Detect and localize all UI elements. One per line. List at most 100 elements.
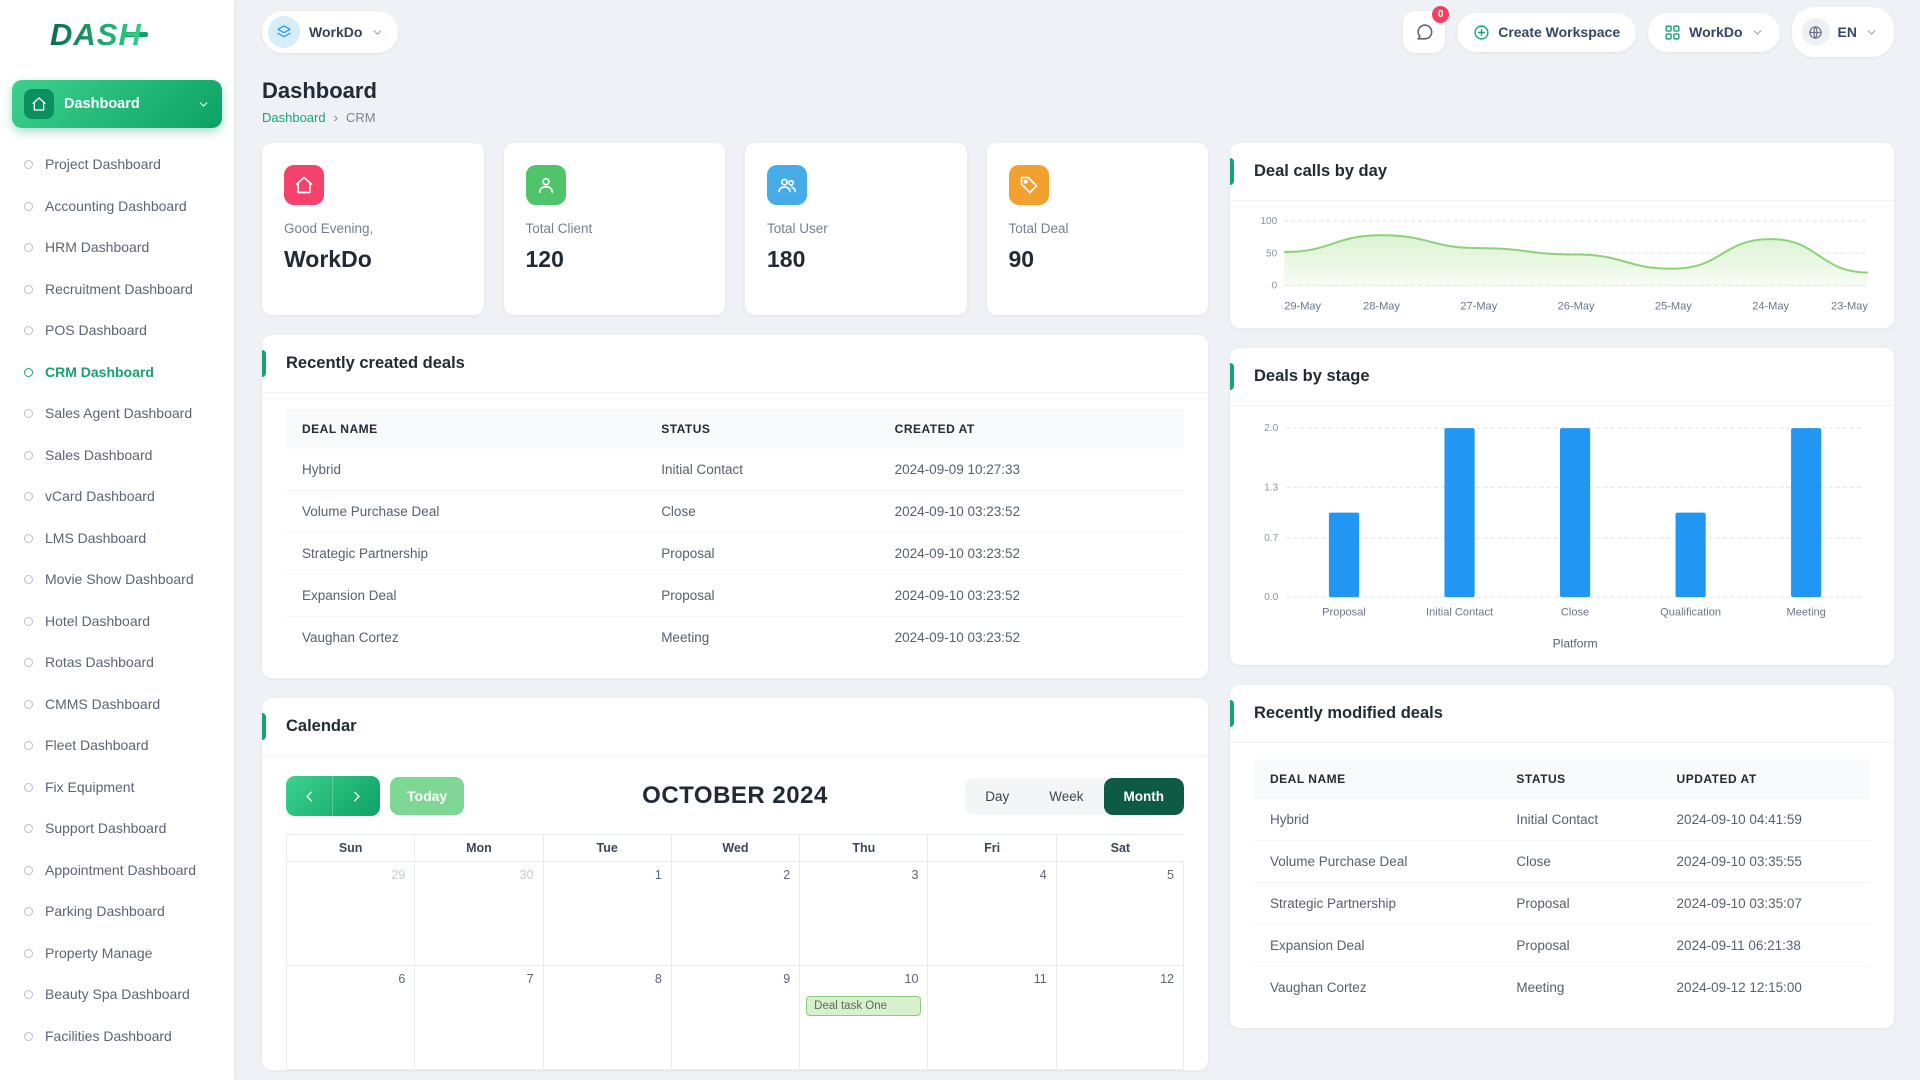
table-row: Expansion Deal Proposal 2024-09-11 06:21:3…: [1254, 924, 1870, 968]
chevron-down-icon: [1865, 26, 1878, 39]
sidebar-item-accounting-dashboard[interactable]: Accounting Dashboard: [14, 186, 228, 228]
sidebar-item-label: Recruitment Dashboard: [45, 280, 193, 297]
svg-text:Initial Contact: Initial Contact: [1426, 606, 1493, 618]
calendar-today-button[interactable]: Today: [390, 777, 465, 815]
breadcrumb: Dashboard › CRM: [262, 110, 1894, 125]
calendar-weekday: Fri: [927, 834, 1056, 862]
sidebar-item-recruitment-dashboard[interactable]: Recruitment Dashboard: [14, 269, 228, 311]
sidebar-item-dashboard[interactable]: Dashboard: [12, 80, 222, 128]
table-row: Volume Purchase Deal Close 2024-09-10 03:3…: [1254, 840, 1870, 884]
calendar-day-30[interactable]: 30: [414, 862, 543, 966]
sidebar-item-pos-dashboard[interactable]: POS Dashboard: [14, 310, 228, 352]
calendar-date-number: 9: [783, 972, 791, 986]
svg-text:28-May: 28-May: [1363, 301, 1400, 313]
sidebar-item-crm-dashboard[interactable]: CRM Dashboard: [14, 352, 228, 394]
left-column: Good Evening, WorkDo Total Client 120 Total …: [262, 143, 1208, 1070]
sidebar-item-project-dashboard[interactable]: Project Dashboard: [14, 144, 228, 186]
circle-icon: [24, 243, 33, 253]
calendar-prev-button[interactable]: [286, 776, 333, 816]
circle-icon: [24, 782, 33, 792]
calendar-day-11[interactable]: 11: [927, 966, 1056, 1070]
table-cell: 2024-09-10 03:35:55: [1660, 840, 1870, 884]
chat-icon: [1415, 23, 1434, 42]
sidebar-item-sales-agent-dashboard[interactable]: Sales Agent Dashboard: [14, 393, 228, 435]
calendar-day-8[interactable]: 8: [542, 966, 671, 1070]
sidebar-item-vcard-dashboard[interactable]: vCard Dashboard: [14, 476, 228, 518]
sidebar-item-label: Sales Agent Dashboard: [45, 405, 193, 421]
workspace-building-icon: [268, 16, 300, 48]
calendar-view-week[interactable]: Week: [1029, 778, 1103, 815]
calendar-day-9[interactable]: 9: [670, 966, 800, 1070]
create-workspace-button[interactable]: Create Workspace: [1457, 12, 1637, 52]
messages-badge: 0: [1432, 6, 1450, 23]
messages-button[interactable]: 0: [1403, 6, 1450, 53]
workspace-menu-button[interactable]: WorkDo: [1648, 12, 1780, 52]
svg-text:Platform: Platform: [1553, 636, 1598, 650]
sidebar-item-beauty-spa-dashboard[interactable]: Beauty Spa Dashboard: [14, 974, 228, 1016]
calendar-day-5[interactable]: 5: [1055, 862, 1184, 966]
circle-icon: [24, 533, 33, 543]
sidebar-item-fleet-dashboard[interactable]: Fleet Dashboard: [14, 725, 228, 767]
stat-value: WorkDo: [284, 246, 372, 272]
logo-text: DASH: [50, 17, 142, 52]
sidebar-dashboard-label: Dashboard: [64, 96, 140, 112]
card-header: Recently created deals: [262, 335, 1208, 393]
sidebar-item-appointment-dashboard[interactable]: Appointment Dashboard: [14, 850, 228, 892]
calendar-weekday: Thu: [799, 834, 928, 862]
card-title: Recently modified deals: [1254, 704, 1443, 723]
sidebar-item-movie-show-dashboard[interactable]: Movie Show Dashboard: [14, 559, 228, 601]
sidebar-item-hotel-dashboard[interactable]: Hotel Dashboard: [14, 601, 228, 643]
recently-created-table-wrap: DEAL NAME STATUS CREATED AT Hybrid Initial …: [262, 393, 1208, 678]
breadcrumb-dashboard-link[interactable]: Dashboard: [262, 110, 326, 125]
sidebar-item-facilities-dashboard[interactable]: Facilities Dashboard: [14, 1016, 228, 1058]
svg-text:24-May: 24-May: [1752, 301, 1789, 313]
table-cell: Expansion Deal: [286, 574, 646, 617]
svg-text:26-May: 26-May: [1558, 301, 1595, 313]
calendar-day-2[interactable]: 2: [670, 862, 800, 966]
calendar-event[interactable]: Deal task One: [806, 996, 922, 1016]
card-title: Deals by stage: [1254, 366, 1370, 385]
calendar-day-3[interactable]: 3: [799, 862, 928, 966]
sidebar-item-hrm-dashboard[interactable]: HRM Dashboard: [14, 227, 228, 269]
calendar-view-day[interactable]: Day: [965, 778, 1029, 815]
calendar-day-29[interactable]: 29: [286, 862, 415, 966]
sidebar-item-rotas-dashboard[interactable]: Rotas Dashboard: [14, 642, 228, 684]
calendar-view-month[interactable]: Month: [1103, 777, 1184, 815]
sidebar-item-sales-dashboard[interactable]: Sales Dashboard: [14, 435, 228, 477]
calendar-day-12[interactable]: 12: [1055, 966, 1184, 1070]
page-head: Dashboard Dashboard › CRM: [262, 78, 1894, 125]
calendar-toolbar: Today OCTOBER 2024 Day Week Month: [262, 756, 1208, 834]
calendar-grid: Sun Mon Tue Wed Thu Fri Sat 29 30 1 2 3 4 5 6 7 8 9 10 Deal…: [262, 834, 1208, 1070]
circle-icon: [24, 658, 33, 668]
calendar-day-1[interactable]: 1: [542, 862, 671, 966]
sidebar-item-fix-equipment[interactable]: Fix Equipment: [14, 767, 228, 809]
circle-icon: [24, 450, 33, 460]
calendar-day-10[interactable]: 10 Deal task One: [799, 966, 928, 1070]
calendar-weekday: Mon: [414, 834, 543, 862]
circle-icon: [24, 990, 33, 1000]
calendar-date-number: 29: [391, 868, 406, 882]
workspace-selector[interactable]: WorkDo: [262, 11, 399, 53]
card-title: Recently created deals: [286, 354, 465, 372]
table-cell: 2024-09-10 03:23:52: [878, 574, 1184, 617]
workspace-menu-label: WorkDo: [1689, 24, 1743, 40]
calendar-date-number: 5: [1167, 868, 1174, 882]
sidebar-item-label: Fleet Dashboard: [45, 737, 149, 753]
stat-card: Total Deal 90: [986, 143, 1208, 315]
sidebar-item-label: Sales Dashboard: [45, 446, 153, 463]
sidebar-item-cmms-dashboard[interactable]: CMMS Dashboard: [14, 684, 228, 726]
calendar-day-4[interactable]: 4: [927, 862, 1056, 966]
sidebar-item-parking-dashboard[interactable]: Parking Dashboard: [14, 891, 228, 933]
sidebar-item-label: Facilities Dashboard: [45, 1027, 172, 1044]
sidebar-item-property-manage[interactable]: Property Manage: [14, 933, 228, 975]
table-row: Expansion Deal Proposal 2024-09-10 03:23:5…: [286, 574, 1184, 617]
circle-icon: [24, 367, 33, 377]
calendar-day-7[interactable]: 7: [414, 966, 543, 1070]
calendar-day-6[interactable]: 6: [286, 966, 415, 1070]
breadcrumb-separator: ›: [333, 110, 338, 125]
logo[interactable]: DASH: [0, 0, 234, 70]
language-selector[interactable]: EN: [1791, 7, 1894, 57]
sidebar-item-lms-dashboard[interactable]: LMS Dashboard: [14, 518, 228, 560]
calendar-next-button[interactable]: [333, 776, 380, 816]
sidebar-item-support-dashboard[interactable]: Support Dashboard: [14, 808, 228, 850]
